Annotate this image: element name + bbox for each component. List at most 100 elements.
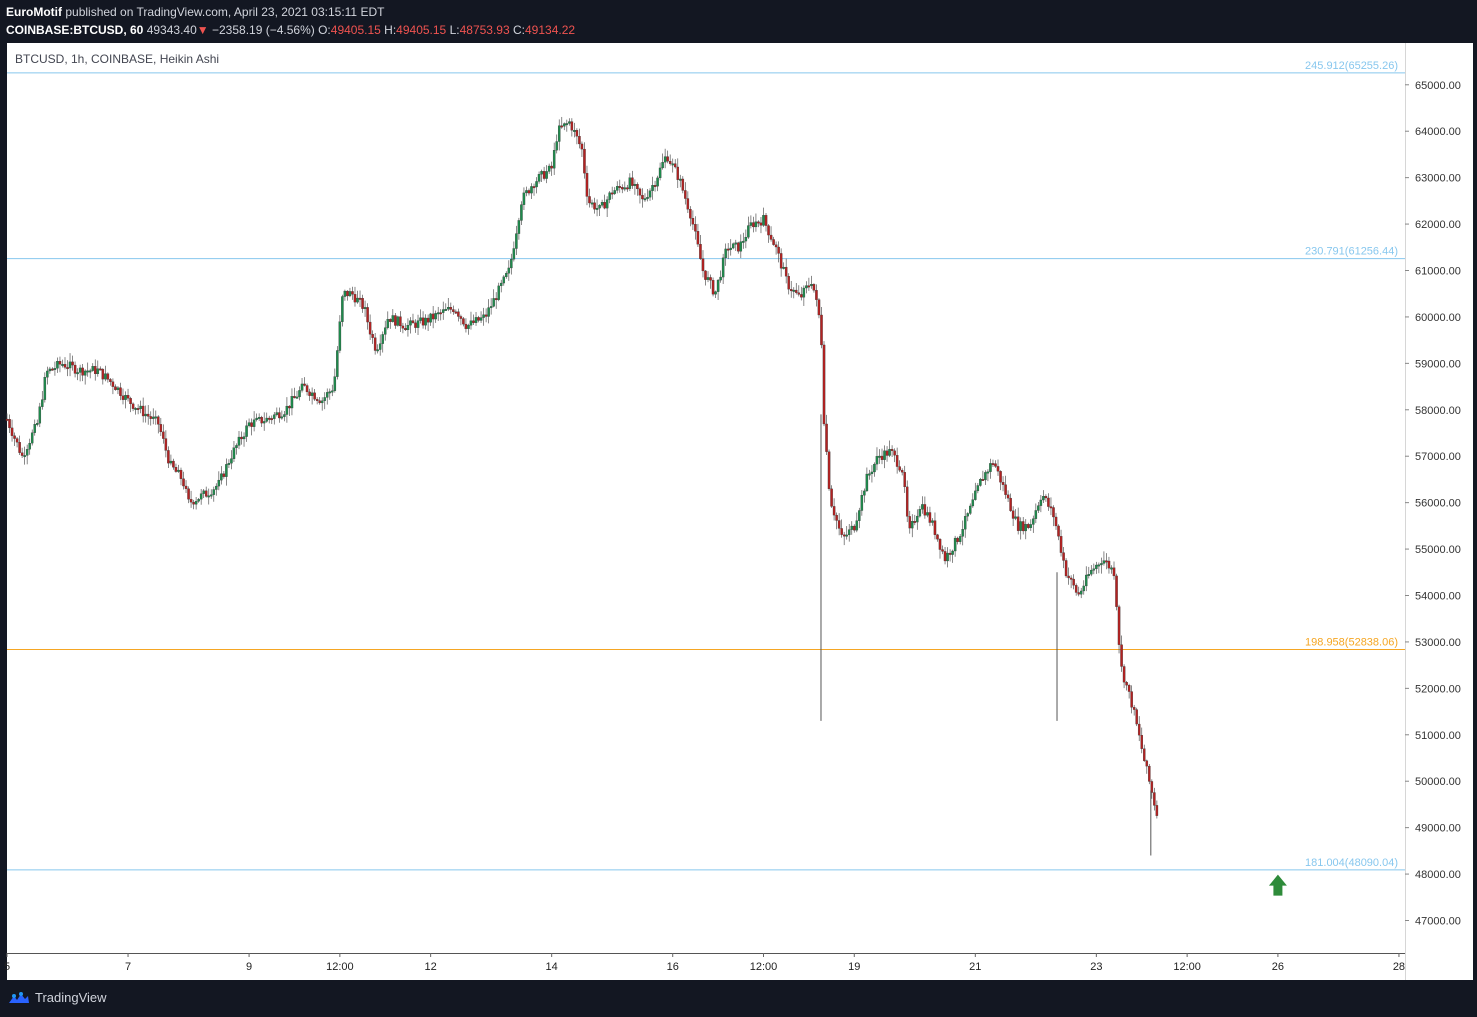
candle-body (174, 467, 178, 472)
candle-body (436, 312, 440, 315)
candle-body (459, 316, 463, 319)
candle-body (363, 307, 367, 310)
candle-body (941, 549, 944, 552)
candle-body (157, 416, 160, 425)
candle-body (696, 231, 700, 245)
price-tick-label: 53000.00 (1415, 637, 1461, 649)
candle-body (469, 320, 473, 326)
candle-body (842, 534, 846, 537)
candle-body (1132, 707, 1136, 710)
candle-body (449, 307, 453, 310)
candle-body (1122, 666, 1126, 683)
candle-body (875, 456, 879, 465)
candle-body (368, 321, 372, 335)
candle-body (961, 529, 964, 537)
price-tick-label: 54000.00 (1415, 591, 1461, 603)
candle-body (268, 417, 271, 420)
candle-body (199, 493, 203, 500)
candle-body (999, 471, 1002, 483)
candle-body (520, 204, 523, 221)
candle-body (257, 417, 261, 419)
candle-body (512, 248, 516, 260)
candle-body (537, 174, 541, 182)
candle-body (709, 277, 712, 281)
candle-body (1150, 781, 1154, 793)
candle-body (719, 276, 722, 281)
candle-body (532, 186, 536, 189)
candle-body (1120, 644, 1123, 667)
candle-body (853, 525, 856, 531)
candle-body (747, 225, 750, 238)
candle-body (792, 289, 796, 292)
candle-body (204, 490, 208, 497)
candle-body (1107, 560, 1111, 569)
candle-body (424, 317, 427, 326)
candle-body (641, 195, 644, 200)
candle-body (149, 416, 152, 419)
candle-body (694, 224, 697, 232)
candle-body (807, 285, 811, 288)
chart-plot-area[interactable] (7, 43, 1405, 953)
candle-body (916, 515, 919, 523)
symbol-label: COINBASE:BTCUSD, 60 (6, 23, 144, 37)
candle-body (36, 423, 39, 425)
candle-body (994, 463, 997, 467)
candle-body (767, 225, 770, 236)
candle-body (192, 502, 195, 505)
candle-body (129, 398, 132, 405)
candle-body (325, 392, 329, 398)
price-change: −2358.19 (−4.56%) (212, 23, 315, 37)
candle-body (590, 202, 594, 205)
author-name[interactable]: EuroMotif (6, 5, 62, 19)
candle-body (958, 536, 962, 542)
candle-body (338, 321, 342, 351)
candle-body (232, 447, 236, 459)
candle-body (1052, 507, 1055, 518)
candle-body (154, 416, 158, 419)
candle-body (1153, 792, 1156, 806)
candle-body (283, 414, 286, 417)
candle-body (986, 471, 990, 474)
candle-body (691, 218, 695, 225)
candle-body (497, 285, 500, 300)
candle-body (20, 452, 24, 456)
candle-body (976, 485, 980, 492)
candle-body (646, 197, 649, 199)
candle-body (689, 209, 692, 219)
candle-body (731, 243, 735, 249)
candle-body (969, 505, 972, 514)
candle-body (252, 419, 256, 427)
candle-body (189, 499, 193, 503)
price-tick-label: 57000.00 (1415, 451, 1461, 463)
brand-name: TradingView (35, 990, 107, 1005)
candle-body (1032, 518, 1035, 525)
price-tick-label: 47000.00 (1415, 916, 1461, 928)
candle-body (913, 521, 917, 523)
candle-body (25, 449, 29, 456)
candle-body (966, 513, 969, 517)
candle-body (356, 297, 359, 303)
candle-body (63, 364, 67, 368)
candle-body (764, 215, 768, 226)
candle-body (858, 510, 861, 521)
candle-body (573, 130, 576, 132)
candle-body (215, 485, 218, 490)
tradingview-brand[interactable]: TradingView (8, 990, 107, 1005)
candle-body (71, 361, 74, 366)
time-tick-label: 7 (125, 961, 131, 973)
time-axis[interactable] (7, 953, 1405, 981)
candle-body (13, 435, 16, 439)
candle-body (187, 488, 190, 500)
candle-body (550, 165, 553, 169)
candle-body (963, 516, 967, 530)
candle-body (18, 442, 21, 453)
candle-body (784, 266, 788, 277)
price-axis[interactable] (1405, 43, 1473, 980)
candle-body (275, 412, 279, 415)
time-tick-label: 12:00 (750, 961, 778, 973)
candle-body (91, 366, 94, 371)
candle-body (1105, 560, 1108, 563)
candle-body (381, 334, 384, 344)
candle-body (1021, 521, 1025, 532)
candle-body (656, 177, 659, 187)
